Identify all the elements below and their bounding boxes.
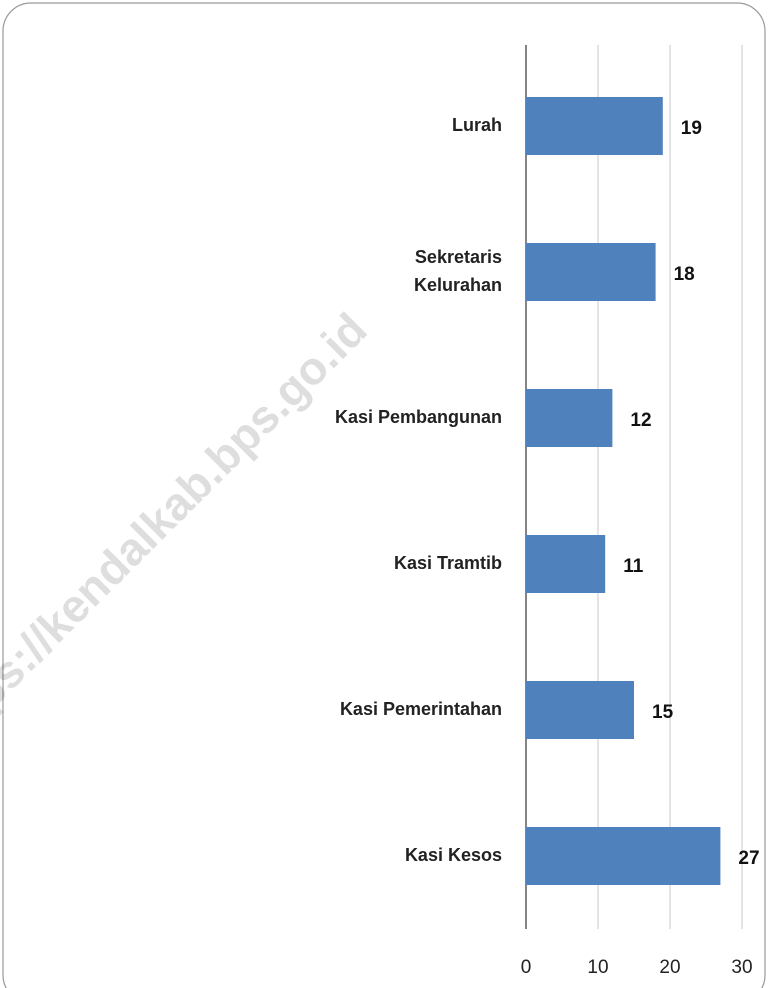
- bar: [526, 827, 721, 885]
- y-tick-label: Kasi Kesos: [405, 845, 502, 865]
- bar: [526, 681, 634, 739]
- bar: [526, 97, 663, 155]
- bar: [526, 535, 606, 593]
- bar: [526, 243, 656, 301]
- x-tick-label: 20: [659, 957, 680, 978]
- data-label: 27: [738, 848, 759, 869]
- data-label: 19: [681, 118, 702, 139]
- y-tick-label: Kasi Pembangunan: [335, 407, 502, 427]
- y-tick-label: Kasi Tramtib: [394, 553, 502, 573]
- x-tick-label: 10: [587, 957, 608, 978]
- data-label: 15: [652, 702, 674, 723]
- y-tick-label: Sekretaris Kelurahan: [414, 247, 502, 295]
- x-tick-label: 0: [521, 957, 532, 978]
- data-label: 18: [674, 264, 695, 285]
- data-label: 11: [623, 556, 644, 577]
- data-label: 12: [630, 410, 651, 431]
- y-tick-label: Kasi Pemerintahan: [340, 699, 502, 719]
- x-tick-label: 30: [731, 957, 752, 978]
- bar: [526, 389, 613, 447]
- y-tick-label: Lurah: [452, 115, 502, 135]
